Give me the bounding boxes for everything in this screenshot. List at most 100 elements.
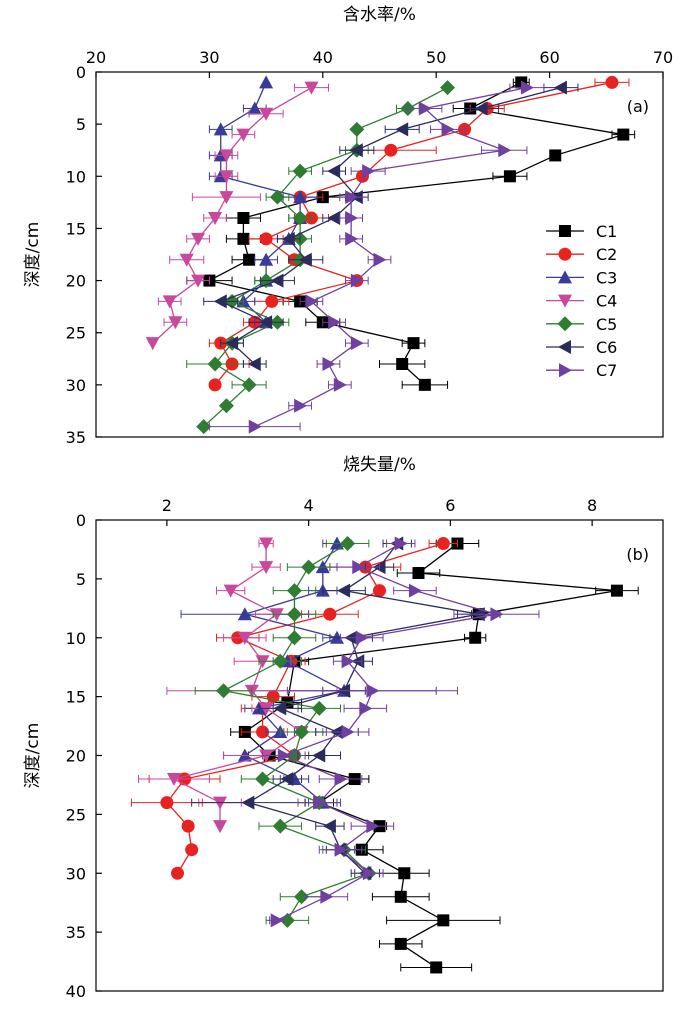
plot-frame [95,71,664,438]
y-tick-label: 5 [76,570,86,589]
marker-triangle-left [327,211,341,225]
marker-triangle-right [559,363,572,378]
marker-triangle-right [350,336,364,351]
marker-circle [373,584,386,598]
marker-triangle-left [281,231,295,246]
y-tick-label: 40 [66,982,86,1001]
x-tick-label: 50 [426,48,446,67]
marker-circle [558,247,572,261]
marker-triangle-down [191,274,206,288]
marker-triangle-right [352,560,366,575]
marker-diamond [292,210,308,226]
marker-triangle-left [395,122,409,137]
marker-diamond [286,583,302,599]
marker-triangle-right [334,842,348,857]
marker-triangle-left [259,315,273,330]
marker-triangle-right [313,795,327,810]
y-tick-label: 25 [66,324,86,343]
marker-triangle-right [355,630,369,645]
marker-triangle-right [490,607,504,622]
marker-triangle-right [320,889,334,904]
marker-triangle-left [213,294,227,309]
y-axis-title: 深度/cm [23,723,43,789]
marker-diamond [272,818,288,834]
legend-label: C3 [596,268,617,287]
y-axis-title: 深度/cm [23,222,43,288]
marker-triangle-down [162,295,177,309]
marker-triangle-right [305,294,319,309]
marker-square [412,566,425,579]
marker-triangle-right [334,772,348,787]
y-tick-label: 25 [66,805,86,824]
marker-triangle-right [418,101,432,116]
legend-label: C1 [596,222,617,241]
marker-diamond [340,536,356,552]
marker-triangle-left [241,795,255,810]
marker-circle [185,843,199,857]
marker-triangle-right [441,122,455,137]
legend-label: C4 [596,292,617,311]
marker-square [437,914,450,927]
y-tick-label: 15 [66,688,86,707]
marker-diamond [311,700,327,716]
y-tick-label: 35 [66,428,86,447]
marker-triangle-down [219,170,234,184]
marker-diamond [286,630,302,646]
marker-triangle-right [350,273,364,288]
marker-triangle-left [322,819,336,834]
marker-triangle-left [474,101,488,116]
marker-diamond [272,653,288,669]
marker-circle [265,294,279,308]
marker-triangle-up [237,607,252,621]
marker-triangle-left [558,340,571,354]
marker-square [398,867,411,880]
marker-triangle-right [373,252,387,267]
marker-square [407,337,420,350]
marker-diamond [286,606,302,622]
x-tick-label: 4 [304,496,314,515]
x-axis-title: 含水率/% [343,5,416,25]
marker-square [549,149,562,162]
marker-square [430,961,443,974]
series-c6 [203,80,579,371]
marker-square [237,212,250,224]
marker-triangle-right [294,398,308,413]
marker-diamond [294,724,310,740]
marker-triangle-right [341,724,355,739]
x-tick-label: 6 [445,496,455,515]
marker-square [610,584,623,597]
marker-circle [323,607,337,621]
panel-b: 2 4 6 8 0 5 10 15 20 25 30 35 40 烧失量/% 深度/cm (b) [23,455,664,1001]
marker-triangle-right [394,536,408,551]
y-tick-label: 30 [66,864,86,883]
marker-triangle-left [553,80,567,95]
x-tick-label: 40 [313,48,333,67]
marker-circle [436,537,450,551]
legend: C1 C2 C3 C4 C5 C6 C7 [546,222,617,380]
marker-triangle-down [558,294,572,308]
marker-diamond [241,377,257,393]
marker-triangle-right [359,701,373,716]
marker-circle [605,75,619,89]
marker-diamond [218,398,234,414]
marker-diamond [349,121,365,137]
marker-triangle-down [208,212,223,225]
marker-triangle-down [236,128,251,142]
y-tick-label: 10 [66,629,86,648]
y-tick-label: 15 [66,219,86,238]
series-c4 [145,81,329,351]
marker-triangle-left [298,252,312,267]
marker-triangle-left [225,336,239,351]
marker-triangle-down [191,232,206,246]
x-tick-label: 60 [539,48,559,67]
marker-triangle-down [259,537,274,551]
panel-tag: (a) [627,97,649,116]
x-tick-label: 30 [199,48,219,67]
marker-triangle-right [362,164,376,179]
marker-diamond [557,316,573,332]
marker-triangle-left [280,772,294,787]
marker-triangle-left [273,701,287,716]
marker-triangle-right [498,143,512,158]
marker-square [418,378,431,391]
marker-triangle-down [213,820,228,834]
